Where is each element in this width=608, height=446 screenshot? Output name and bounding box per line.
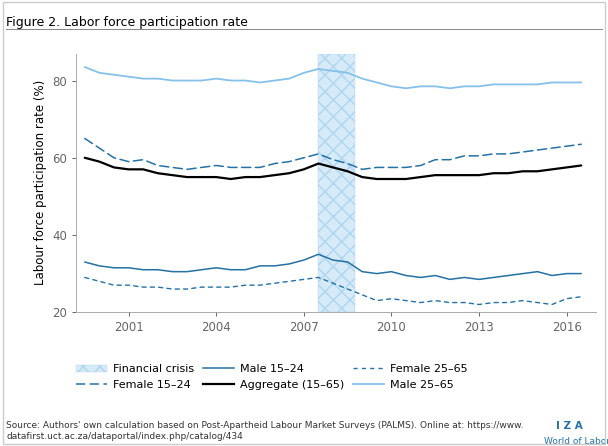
- Text: Figure 2. Labor force participation rate: Figure 2. Labor force participation rate: [6, 16, 248, 29]
- Text: I Z A: I Z A: [556, 421, 583, 431]
- Text: World of Labor: World of Labor: [544, 437, 608, 446]
- Text: Source: Authors' own calculation based on Post-Apartheid Labour Market Surveys (: Source: Authors' own calculation based o…: [6, 421, 523, 441]
- Bar: [319, 54, 355, 312]
- Legend: Financial crisis, Female 15–24, Male 15–24, Aggregate (15–65), Female 25–65, Mal: Financial crisis, Female 15–24, Male 15–…: [77, 364, 467, 390]
- Y-axis label: Labour force participation rate (%): Labour force participation rate (%): [33, 80, 47, 285]
